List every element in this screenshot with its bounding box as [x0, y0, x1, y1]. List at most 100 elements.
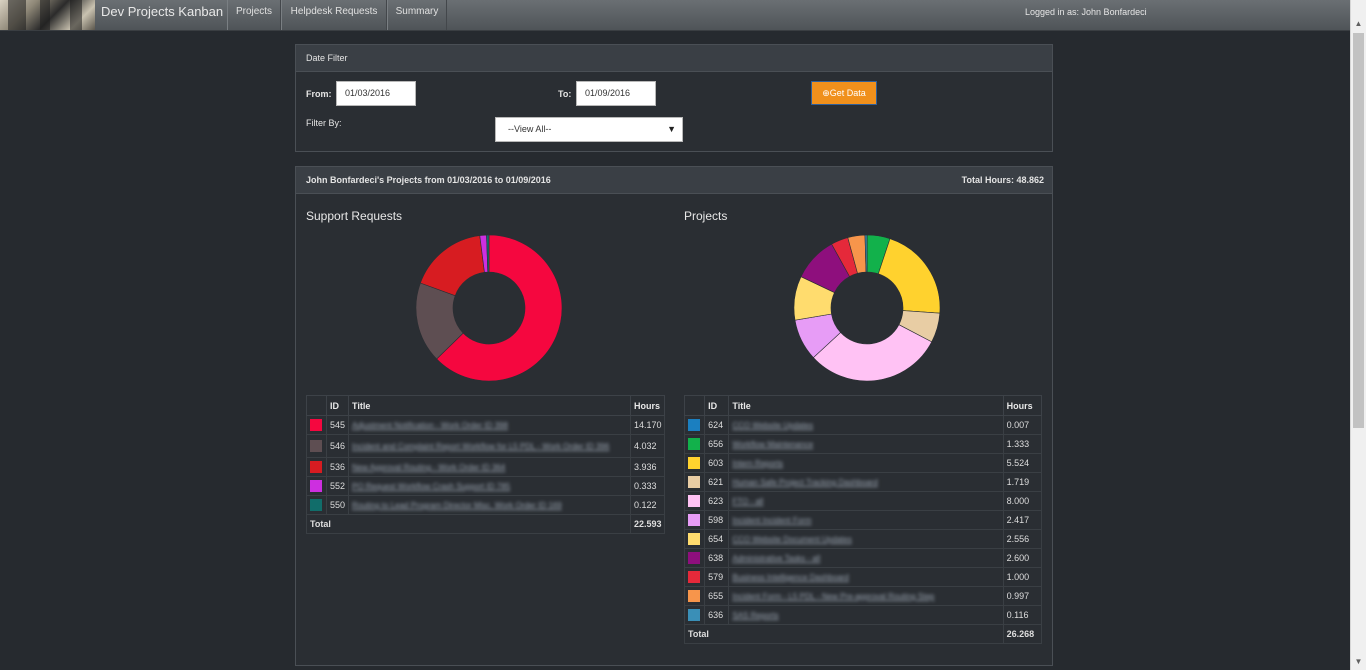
legend-color-swatch [310, 480, 322, 492]
date-filter-panel: Date Filter From: 01/03/2016 To: 01/09/2… [295, 44, 1053, 152]
nav-item-summary[interactable]: Summary [387, 0, 447, 30]
row-color-cell [683, 415, 706, 435]
col-header-hours: Hours [1002, 395, 1043, 416]
row-color-cell [306, 476, 327, 496]
row-hours: 1.333 [1002, 434, 1043, 454]
table-row: 621 Human Safe Project Tracking Dashboard… [683, 472, 1043, 492]
row-title-link[interactable]: Incident and Complaint Report Workflow f… [352, 442, 610, 451]
legend-color-swatch [688, 552, 700, 564]
row-title-link[interactable]: Business Intelligence Dashboard [732, 573, 849, 582]
legend-color-swatch [310, 440, 322, 452]
filter-by-select[interactable]: --View All-- ▼ [495, 117, 683, 142]
row-hours: 2.600 [1002, 548, 1043, 568]
total-hours: Total Hours: 48.862 [961, 175, 1044, 185]
donut-slice-636[interactable] [864, 234, 868, 273]
row-title-cell: CCO Website Document Updates [728, 529, 1004, 549]
scroll-down-arrow-icon[interactable]: ▼ [1354, 657, 1363, 666]
row-hours: 2.556 [1002, 529, 1043, 549]
filter-by-label: Filter By: [306, 118, 342, 128]
row-title-link[interactable]: SAS Reports [732, 611, 779, 620]
total-label: Total [306, 514, 631, 534]
top-navbar: Dev Projects Kanban Projects Helpdesk Re… [0, 0, 1350, 31]
col-header-color [683, 395, 706, 416]
nav-item-projects[interactable]: Projects [227, 0, 281, 30]
col-header-title: Title [348, 395, 631, 416]
scroll-up-arrow-icon[interactable]: ▲ [1354, 19, 1363, 28]
row-title-link[interactable]: Incident Form - L5 PDL - New Pre-approva… [732, 592, 935, 601]
legend-color-swatch [688, 609, 700, 621]
row-hours: 0.122 [630, 495, 665, 515]
row-color-cell [306, 415, 327, 435]
row-color-cell [683, 548, 706, 568]
row-hours: 0.116 [1002, 605, 1043, 625]
legend-color-swatch [310, 499, 322, 511]
row-color-cell [683, 491, 706, 511]
donut-slice-603[interactable] [877, 238, 941, 314]
row-title-cell: FTO - all [728, 491, 1004, 511]
row-title-link[interactable]: Administrative Tasks - all [732, 554, 821, 563]
row-color-cell [306, 495, 327, 515]
page-scrollbar[interactable]: ▲ ▼ [1350, 0, 1366, 670]
legend-color-swatch [688, 457, 700, 469]
projects-table: ID Title Hours 624 CCO Website Updates 0.0… [683, 395, 1043, 644]
row-title-cell: Administrative Tasks - all [728, 548, 1004, 568]
row-hours: 1.000 [1002, 567, 1043, 587]
donut-slice-623[interactable] [812, 324, 933, 382]
row-hours: 5.524 [1002, 453, 1043, 473]
support-requests-title: Support Requests [306, 209, 403, 223]
row-title-link[interactable]: New Approval Routing - Work Order ID 364 [352, 463, 506, 472]
row-title-link[interactable]: FTO - all [732, 497, 764, 506]
table-row: 654 CCO Website Document Updates 2.556 [683, 529, 1043, 549]
row-color-cell [306, 457, 327, 477]
from-date-input[interactable]: 01/03/2016 [336, 81, 416, 106]
table-row: 656 Workflow Maintenance 1.333 [683, 434, 1043, 454]
row-title-link[interactable]: CCO Website Document Updates [732, 535, 852, 544]
row-hours: 8.000 [1002, 491, 1043, 511]
brand-title[interactable]: Dev Projects Kanban [101, 4, 224, 19]
row-title-link[interactable]: Human Safe Project Tracking Dashboard [732, 478, 878, 487]
row-title-link[interactable]: Adjustment Notification - Work Order ID … [352, 421, 508, 430]
scroll-thumb[interactable] [1353, 33, 1364, 428]
table-row: 550 Routing to Lead Program Director Misc… [306, 495, 665, 515]
row-hours: 0.007 [1002, 415, 1043, 435]
results-title: John Bonfardeci's Projects from 01/03/20… [306, 175, 551, 185]
row-id: 624 [704, 415, 730, 435]
row-title-link[interactable]: CCO Website Updates [732, 421, 814, 430]
table-row: 624 CCO Website Updates 0.007 [683, 415, 1043, 435]
total-label: Total [684, 624, 1004, 644]
row-hours: 4.032 [630, 434, 665, 458]
row-title-cell: Workflow Maintenance [728, 434, 1004, 454]
row-color-cell [683, 434, 706, 454]
row-title-cell: New Approval Routing - Work Order ID 364 [348, 457, 631, 477]
from-label: From: [306, 89, 332, 99]
row-id: 655 [704, 586, 730, 606]
row-title-link[interactable]: Routing to Lead Program Director Misc. W… [352, 501, 562, 510]
support-requests-donut-chart [415, 234, 563, 382]
to-date-input[interactable]: 01/09/2016 [576, 81, 656, 106]
table-row: 579 Business Intelligence Dashboard 1.000 [683, 567, 1043, 587]
row-color-cell [306, 434, 327, 458]
donut-slice-536[interactable] [420, 235, 485, 297]
get-data-button[interactable]: ⊕Get Data [811, 81, 877, 105]
legend-color-swatch [688, 514, 700, 526]
filter-by-value: --View All-- [508, 124, 552, 134]
row-id: 623 [704, 491, 730, 511]
row-hours: 1.719 [1002, 472, 1043, 492]
donut-slice-545[interactable] [436, 234, 563, 382]
row-title-cell: Adjustment Notification - Work Order ID … [348, 415, 631, 435]
row-title-cell: Incident Incident Form [728, 510, 1004, 530]
row-title-link[interactable]: Workflow Maintenance [732, 440, 814, 449]
row-color-cell [683, 567, 706, 587]
legend-color-swatch [688, 495, 700, 507]
nav-item-helpdesk-requests[interactable]: Helpdesk Requests [281, 0, 387, 30]
table-row: 636 SAS Reports 0.116 [683, 605, 1043, 625]
legend-color-swatch [688, 438, 700, 450]
row-hours: 3.936 [630, 457, 665, 477]
row-title-link[interactable]: PO Request Workflow Crash Support ID 785 [352, 482, 511, 491]
row-title-link[interactable]: Intern Reports [732, 459, 784, 468]
donut-slice-550[interactable] [486, 234, 490, 273]
row-title-link[interactable]: Incident Incident Form [732, 516, 812, 525]
col-header-color [306, 395, 327, 416]
legend-color-swatch [310, 461, 322, 473]
table-row: 655 Incident Form - L5 PDL - New Pre-appr… [683, 586, 1043, 606]
